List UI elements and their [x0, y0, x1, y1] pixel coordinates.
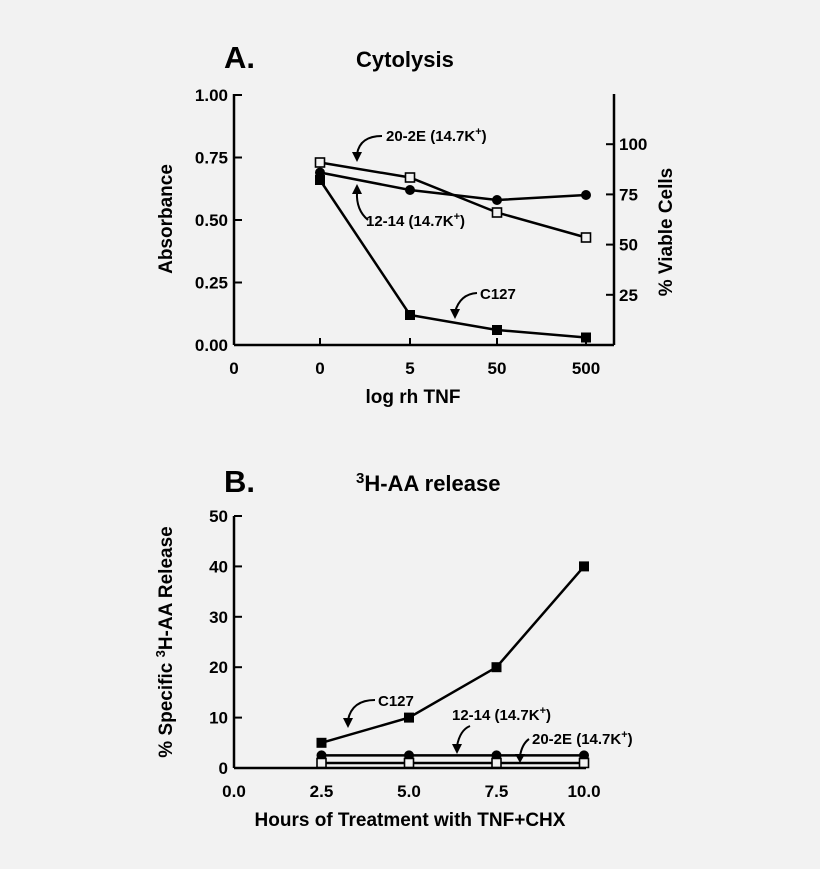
chart-a-y2-tick-label: 50	[619, 236, 638, 255]
chart-b-arrowhead-20-2e	[515, 754, 525, 763]
chart-b-arrow-20-2e	[519, 738, 530, 757]
chart-b-point-20-2e-14-7k	[491, 757, 502, 769]
chart-b-x-tick-label: 0.0	[222, 782, 246, 801]
chart-b-y-tick-label: 40	[209, 557, 228, 576]
chart-b-x-tick-label: 7.5	[485, 782, 509, 801]
chart-b-y-tick-label: 0	[219, 759, 228, 778]
chart-b-y-tick-label: 50	[209, 507, 228, 526]
chart-b-y-tick-label: 20	[209, 658, 228, 677]
chart-b-point-c127	[316, 737, 327, 748]
chart-a-x-tick-label: 0	[315, 359, 324, 378]
chart-b-point-20-2e-14-7k	[316, 757, 327, 769]
chart-a-annotation-c127: C127	[480, 286, 516, 303]
chart-b-arrow-c127	[347, 699, 376, 721]
chart-b-panel-label: B.	[224, 464, 255, 499]
chart-a-series-line-c127	[318, 179, 587, 339]
chart-a-point-20-2e-14-7k	[404, 172, 416, 183]
chart-a-arrowhead-c127	[450, 309, 460, 319]
chart-a-arrowhead-20-2e	[352, 152, 362, 162]
chart-b-title: 3H-AA release	[356, 470, 500, 496]
chart-a-y-tick-label: 0.00	[195, 336, 228, 355]
chart-a-arrow-20-2e	[356, 135, 383, 155]
chart-a-y-tick-label: 1.00	[195, 86, 228, 105]
chart-a-point-12-14-14-7k	[492, 195, 502, 205]
chart-a-title: Cytolysis	[356, 47, 454, 72]
chart-a-point-c127	[315, 175, 325, 185]
chart-a-x-tick-label: 5	[405, 359, 414, 378]
chart-a-arrow-12-14	[355, 191, 369, 221]
chart-b-annotation-20-2e: 20-2E (14.7K+)	[532, 729, 633, 748]
chart-a-x-tick-label: 50	[488, 359, 507, 378]
chart-a-annotation-20-2e: 20-2E (14.7K+)	[386, 126, 487, 145]
chart-a-x-tick-label: 500	[572, 359, 600, 378]
chart-a-point-c127	[405, 310, 415, 320]
chart-a-x-label: log rh TNF	[366, 387, 461, 408]
chart-b-x-tick-label: 10.0	[567, 782, 600, 801]
chart-b-annotation-c127: C127	[378, 693, 414, 710]
chart-a-y-tick-label: 0.50	[195, 211, 228, 230]
chart-a-y2-label: % Viable Cells	[656, 168, 677, 297]
chart-b-arrowhead-c127	[343, 718, 353, 728]
chart-a-y2-tick-label: 25	[619, 286, 638, 305]
chart-b-series-line-c127	[321, 565, 585, 745]
chart-b-y-label: % Specific 3H-AA Release	[153, 526, 177, 757]
chart-a-x-tick-label: 0	[229, 359, 238, 378]
chart-b-arrowhead-12-14	[452, 744, 462, 754]
chart-a-y-label: Absorbance	[156, 164, 177, 274]
chart-a-point-c127	[581, 332, 591, 343]
chart-a-annotation-12-14: 12-14 (14.7K+)	[366, 211, 465, 230]
chart-a-point-c127	[492, 325, 502, 335]
chart-b-x-label: Hours of Treatment with TNF+CHX	[255, 810, 566, 831]
chart-a-y-tick-label: 0.75	[195, 149, 228, 168]
chart-a-series-line-12-14-14-7k	[319, 171, 587, 202]
chart-b-y-tick-label: 30	[209, 608, 228, 627]
chart-a-point-12-14-14-7k	[405, 185, 415, 195]
chart-b-point-c127	[404, 712, 414, 723]
chart-b-point-c127	[579, 561, 589, 572]
chart-b-point-20-2e-14-7k	[403, 757, 415, 769]
chart-a: A. Cytolysis 0.000.250.500.751.00 255075…	[156, 40, 677, 408]
chart-b-point-c127	[491, 662, 502, 673]
chart-b-x-tick-label: 5.0	[397, 782, 421, 801]
chart-b-point-20-2e-14-7k	[578, 757, 590, 769]
chart-a-panel-label: A.	[224, 40, 255, 75]
chart-a-point-12-14-14-7k	[581, 190, 591, 200]
chart-a-arrowhead-12-14	[352, 184, 362, 194]
chart-b: B. 3H-AA release 0 10 20 30 40 50 0.0 2.5 5.0 7.…	[153, 464, 633, 831]
chart-a-point-20-2e-14-7k	[491, 207, 503, 218]
chart-a-y2-tick-label: 100	[619, 135, 647, 154]
chart-b-y-tick-label: 10	[209, 709, 228, 728]
chart-b-annotation-12-14: 12-14 (14.7K+)	[452, 705, 551, 724]
chart-a-point-20-2e-14-7k	[314, 157, 326, 168]
chart-a-point-20-2e-14-7k	[580, 232, 592, 243]
chart-a-y-tick-label: 0.25	[195, 274, 228, 293]
chart-b-x-tick-label: 2.5	[310, 782, 334, 801]
chart-b-arrow-12-14	[456, 725, 471, 747]
chart-a-y2-tick-label: 75	[619, 185, 638, 204]
